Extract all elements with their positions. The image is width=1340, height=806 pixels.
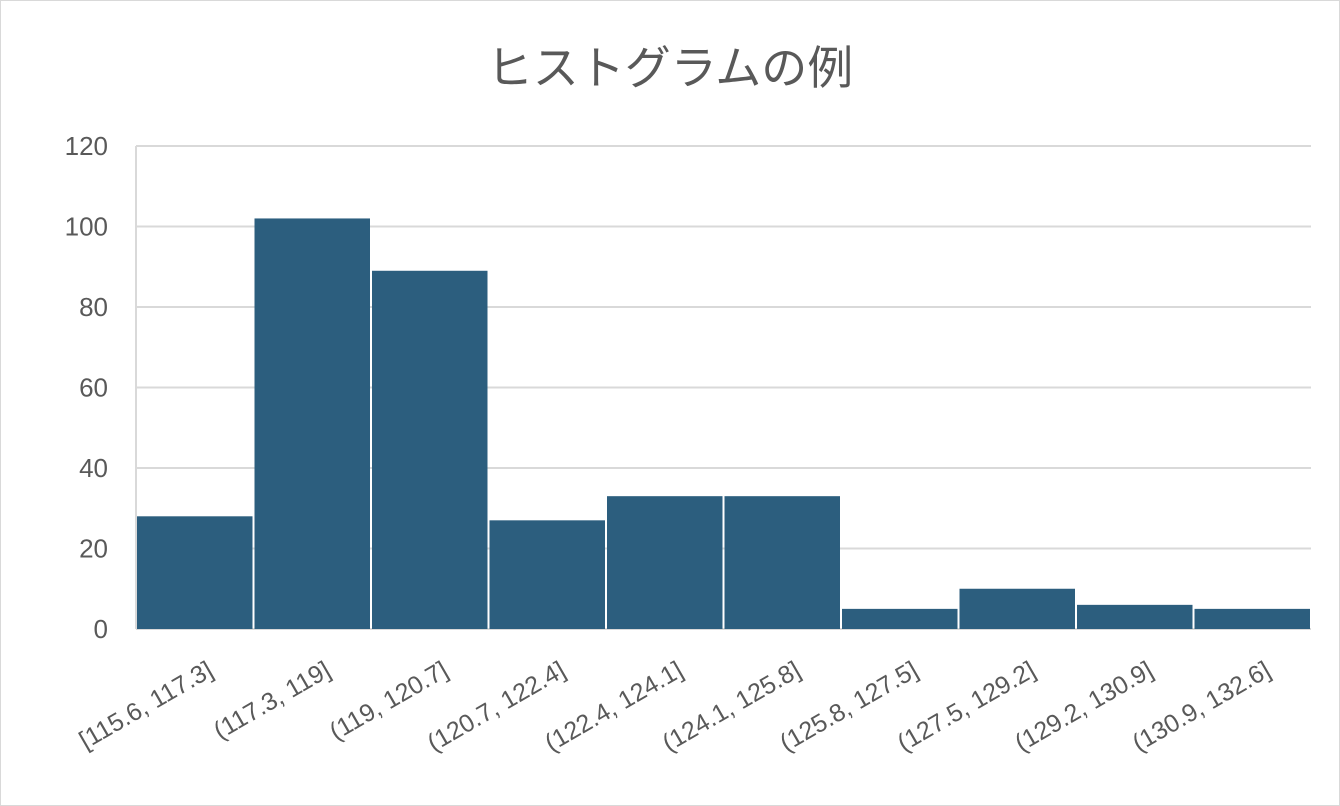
y-tick-label: 20 <box>79 534 108 564</box>
histogram-bar[interactable] <box>254 218 371 629</box>
histogram-bar[interactable] <box>724 496 841 629</box>
x-axis-ticks: [115.6, 117.3](117.3, 119](119, 120.7](1… <box>75 656 1276 757</box>
y-axis-ticks: 0 20 40 60 80 100 120 <box>65 131 108 644</box>
histogram-bar[interactable] <box>1194 608 1311 629</box>
chart-title: ヒストグラムの例 <box>487 41 854 95</box>
bars <box>137 218 1310 629</box>
histogram-bar[interactable] <box>842 608 958 629</box>
y-tick-label: 100 <box>65 212 108 242</box>
y-tick-label: 40 <box>79 453 108 483</box>
y-tick-label: 60 <box>79 373 108 403</box>
histogram-bar[interactable] <box>137 516 253 629</box>
y-tick-label: 80 <box>79 292 108 322</box>
x-tick-label: (117.3, 119] <box>209 656 335 745</box>
histogram-bar[interactable] <box>1077 604 1193 629</box>
x-tick-label: [115.6, 117.3] <box>75 656 218 755</box>
histogram-bar[interactable] <box>959 588 1076 629</box>
y-tick-label: 0 <box>94 614 108 644</box>
histogram-bar[interactable] <box>607 496 723 629</box>
histogram-bar[interactable] <box>489 520 606 629</box>
histogram-bar[interactable] <box>372 270 488 629</box>
y-tick-label: 120 <box>65 131 108 161</box>
